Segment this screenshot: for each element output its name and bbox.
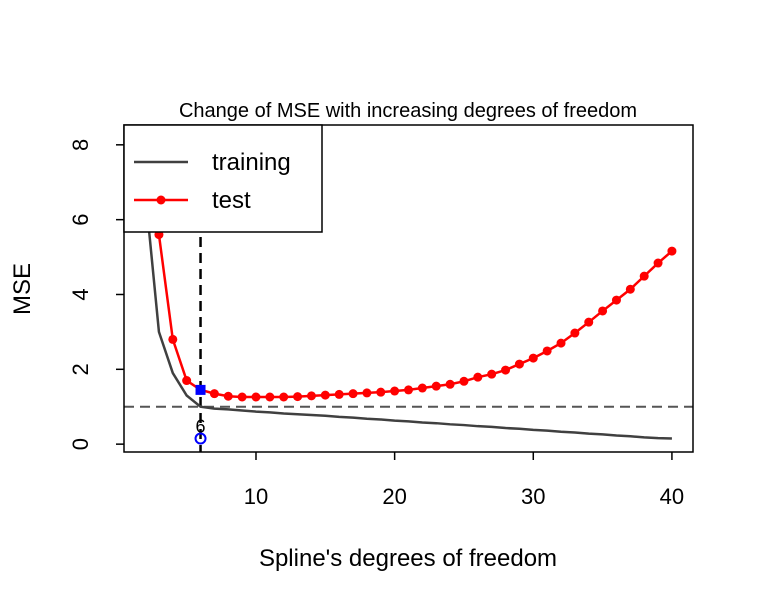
series-point — [265, 392, 275, 402]
series-point — [237, 392, 247, 402]
legend-marker — [156, 195, 166, 205]
chart-title: Change of MSE with increasing degrees of… — [179, 100, 637, 122]
series-point — [445, 379, 455, 389]
y-tick-label: 2 — [68, 363, 93, 375]
series-point — [431, 381, 441, 391]
y-tick-label: 6 — [68, 214, 93, 226]
series-point — [625, 284, 635, 294]
y-tick-label: 0 — [68, 438, 93, 450]
series-point — [570, 328, 580, 338]
x-tick-label: 30 — [521, 484, 545, 509]
series-point — [459, 376, 469, 386]
series-line — [143, 189, 672, 440]
series-point — [306, 391, 316, 401]
annotation-text: 6 — [196, 417, 206, 437]
plot-frame — [123, 124, 694, 453]
series-point — [653, 258, 663, 268]
series-point — [417, 383, 427, 393]
series-point — [667, 246, 677, 256]
legend: training test — [123, 124, 323, 233]
legend-box — [123, 124, 323, 233]
series-point — [334, 389, 344, 399]
series-point — [556, 338, 566, 348]
x-tick-label: 40 — [660, 484, 684, 509]
highlight-point — [195, 384, 206, 395]
legend-label: test — [212, 187, 251, 214]
series-point — [584, 317, 594, 327]
series-point — [348, 389, 358, 399]
series-point — [501, 365, 511, 375]
series-point — [182, 376, 192, 386]
y-tick-label: 8 — [68, 139, 93, 151]
legend-label: training — [212, 149, 291, 176]
series-point — [639, 271, 649, 281]
series-point — [487, 369, 497, 379]
series-point — [251, 392, 261, 402]
series-point — [404, 385, 413, 395]
y-axis-label: MSE — [9, 263, 36, 315]
series-point — [598, 306, 608, 316]
series-point — [362, 388, 372, 398]
series-point — [528, 353, 538, 363]
series-point — [473, 372, 483, 382]
x-tick-label: 10 — [244, 484, 268, 509]
plot-area: 6 — [124, 125, 693, 452]
series-point — [376, 387, 386, 397]
axes: 10 20 30 40 0 2 4 6 8 training test — [68, 124, 694, 509]
annotation-marker — [194, 432, 207, 445]
series-point — [223, 391, 233, 401]
x-tick-label: 20 — [382, 484, 406, 509]
series-point — [320, 390, 330, 400]
x-axis-label: Spline's degrees of freedom — [259, 545, 557, 572]
series-point — [542, 346, 552, 356]
series-point — [293, 392, 303, 402]
y-tick-label: 4 — [68, 288, 93, 300]
series-point — [611, 295, 621, 305]
series-point — [209, 389, 219, 399]
series-point — [390, 386, 400, 396]
series-point — [514, 359, 524, 369]
series-point — [279, 392, 289, 402]
series-point — [168, 334, 178, 344]
